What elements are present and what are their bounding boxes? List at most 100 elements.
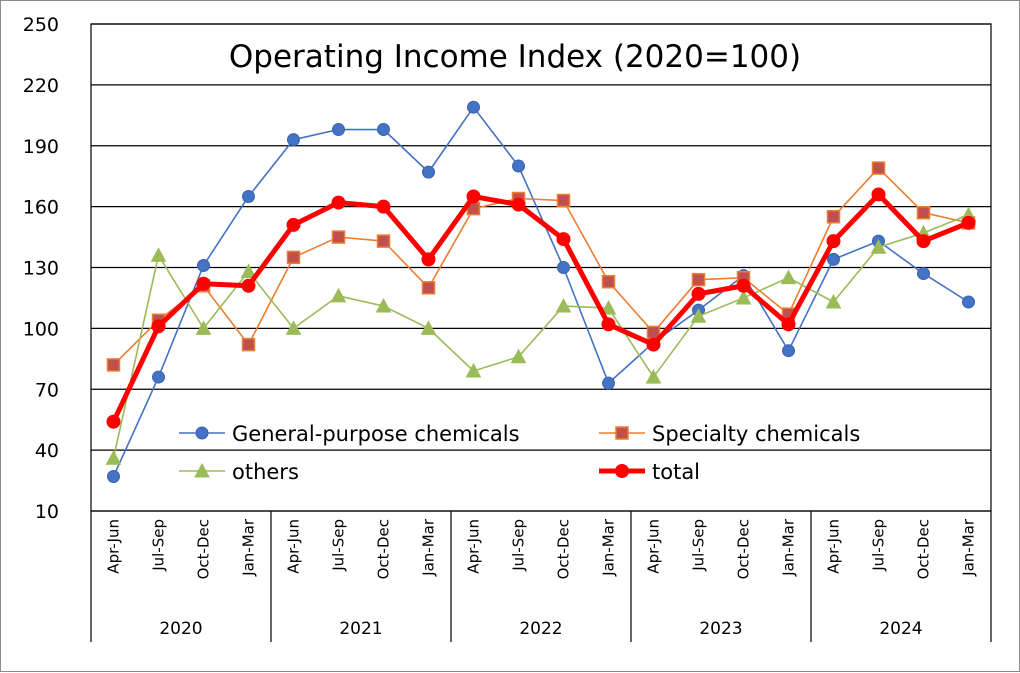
- data-point: [691, 286, 706, 301]
- y-tick-label: 190: [23, 136, 59, 158]
- legend-label: others: [232, 460, 299, 484]
- data-point: [601, 274, 616, 289]
- data-point: [152, 370, 165, 384]
- data-point: [465, 362, 482, 378]
- x-tick-label: Oct-Dec: [195, 519, 213, 579]
- data-point: [377, 123, 390, 137]
- data-point: [555, 297, 572, 313]
- x-tick-label: Apr-Jun: [645, 519, 663, 574]
- data-point: [645, 369, 662, 384]
- data-point: [870, 239, 887, 254]
- y-tick-label: 160: [23, 197, 59, 219]
- data-point: [646, 337, 661, 352]
- data-point: [917, 267, 930, 281]
- group-label-2024: 2024: [879, 619, 922, 639]
- y-tick-label: 70: [35, 379, 59, 401]
- y-tick-label: 250: [23, 14, 59, 36]
- legend-item: General-purpose chemicals: [179, 422, 520, 446]
- data-point: [466, 189, 481, 204]
- data-point: [690, 308, 707, 323]
- x-tick-label: Jan-Mar: [780, 518, 798, 577]
- legend-item: total: [599, 460, 700, 484]
- series-general-purpose-chemicals: [107, 100, 975, 484]
- data-point: [240, 263, 257, 279]
- x-tick-label: Jan-Mar: [240, 518, 258, 577]
- group-label-2022: 2022: [519, 619, 562, 639]
- data-point: [602, 376, 615, 390]
- x-tick-label: Oct-Dec: [375, 519, 393, 579]
- data-point: [422, 165, 435, 179]
- data-point: [916, 234, 931, 249]
- data-point: [510, 348, 527, 364]
- series-line: [112, 106, 969, 477]
- legend-label: General-purpose chemicals: [232, 422, 520, 446]
- legend-marker: [194, 462, 210, 478]
- x-tick-label: Jul-Sep: [870, 519, 888, 572]
- series-line: [111, 191, 970, 423]
- data-point: [106, 414, 121, 429]
- data-point: [421, 252, 436, 267]
- legend-marker: [615, 426, 629, 440]
- x-tick-label: Jan-Mar: [600, 518, 618, 577]
- data-point: [420, 320, 437, 335]
- series-lines: [105, 100, 977, 484]
- x-tick-label: Jul-Sep: [690, 519, 708, 572]
- data-point: [827, 252, 840, 266]
- data-point: [285, 320, 302, 335]
- data-point: [556, 193, 571, 208]
- x-tick-label: Apr-Jun: [825, 519, 843, 574]
- data-point: [467, 100, 480, 114]
- y-tick-label: 40: [35, 440, 59, 462]
- data-point: [735, 289, 752, 305]
- data-point: [241, 337, 256, 352]
- legend-label: Specialty chemicals: [652, 422, 860, 446]
- group-label-2023: 2023: [699, 619, 742, 639]
- data-point: [691, 272, 706, 287]
- data-point: [780, 269, 797, 285]
- data-point: [287, 133, 300, 147]
- data-point: [421, 281, 436, 295]
- series-total: [106, 187, 976, 429]
- x-tick-label: Jul-Sep: [150, 519, 168, 572]
- data-point: [151, 319, 166, 334]
- data-point: [332, 123, 345, 137]
- group-label-2021: 2021: [339, 619, 382, 639]
- group-label-2020: 2020: [159, 619, 202, 639]
- data-point: [196, 276, 211, 291]
- legend-label: total: [652, 460, 700, 484]
- data-point: [331, 195, 346, 210]
- chart-title: Operating Income Index (2020=100): [229, 39, 801, 75]
- legend-item: others: [179, 460, 299, 484]
- data-point: [107, 470, 120, 484]
- data-point: [826, 234, 841, 249]
- legend-item: Specialty chemicals: [599, 422, 860, 446]
- x-tick-label: Jan-Mar: [960, 518, 978, 577]
- data-point: [826, 210, 841, 224]
- data-point: [871, 187, 886, 202]
- data-point: [330, 287, 347, 303]
- x-tick-label: Jul-Sep: [330, 519, 348, 572]
- data-point: [375, 297, 392, 313]
- data-point: [557, 261, 570, 274]
- y-tick-label: 130: [23, 258, 59, 280]
- data-point: [105, 450, 122, 465]
- data-point: [871, 161, 886, 175]
- legend: General-purpose chemicals Specialty chemi…: [179, 422, 860, 484]
- data-point: [150, 247, 167, 262]
- data-point: [241, 278, 256, 293]
- data-point: [286, 217, 301, 232]
- data-point: [781, 317, 796, 332]
- legend-marker: [195, 426, 209, 440]
- data-point: [512, 159, 525, 173]
- axes: 10 40 70 100 130 160 190 220 250 Apr-Jun Jul-Sep Oc…: [23, 14, 992, 642]
- data-point: [556, 232, 571, 247]
- x-tick-label: Oct-Dec: [915, 519, 933, 579]
- data-point: [331, 230, 346, 244]
- series-others: [105, 206, 977, 465]
- data-point: [376, 199, 391, 214]
- data-point: [106, 358, 121, 372]
- y-tick-label: 220: [23, 75, 59, 97]
- x-tick-label: Apr-Jun: [285, 519, 303, 574]
- data-point: [197, 258, 210, 272]
